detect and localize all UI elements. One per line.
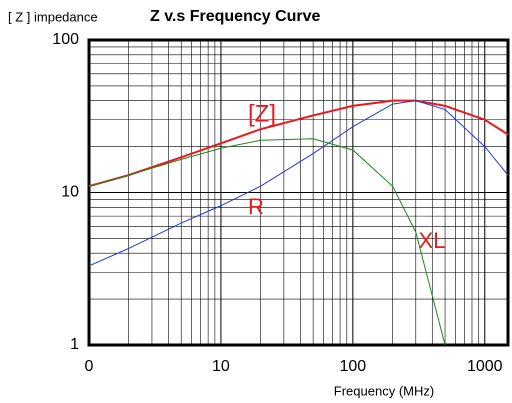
x-tick-label: 1000 [467,358,503,375]
series-label: R [248,194,264,219]
series-label: XL [419,228,446,253]
series-line [89,138,446,345]
series-label: [Z] [248,100,276,127]
y-tick-label: 10 [61,184,79,201]
x-tick-label: 10 [212,358,230,375]
plot-frame [87,38,510,347]
series-line [89,100,508,267]
chart-title: Z v.s Frequency Curve [150,8,321,25]
series-line [89,99,508,188]
y-tick-label: 1 [70,336,79,353]
y-tick-label: 100 [52,31,79,48]
x-tick-label: 100 [339,358,366,375]
x-tick-label: 0 [85,358,94,375]
y-axis-label: [ Z ] impedance [8,9,98,24]
x-axis-label: Frequency (MHz) [334,383,434,398]
